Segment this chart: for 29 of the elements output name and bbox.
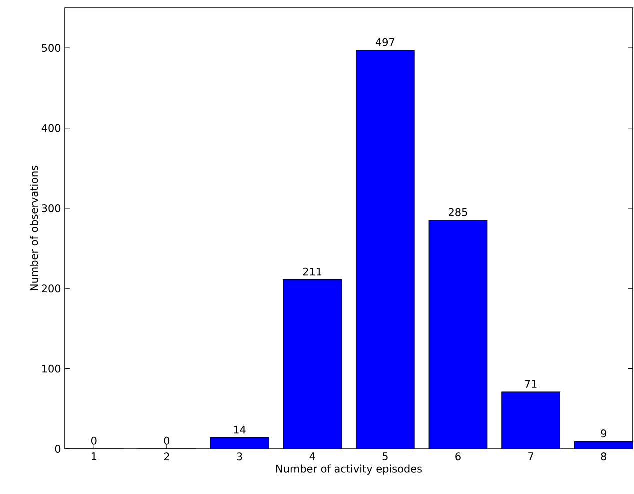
data-label: 285	[449, 208, 468, 216]
data-label: 14	[234, 426, 246, 434]
y-tick-label: 200	[42, 284, 61, 293]
x-tick-label: 7	[528, 452, 534, 460]
data-label: 9	[601, 430, 606, 438]
data-label: 0	[164, 436, 170, 445]
y-tick-label: 400	[42, 124, 61, 132]
data-label: 497	[376, 38, 394, 46]
bar	[429, 220, 488, 449]
bar	[283, 280, 342, 449]
x-axis-title: Number of activity episodes	[276, 464, 422, 475]
x-tick-label: 6	[456, 452, 461, 461]
y-tick-label: 100	[42, 364, 61, 373]
x-tick-label: 2	[164, 452, 170, 460]
x-tick-label: 3	[237, 452, 242, 461]
bar	[210, 438, 269, 449]
bar	[356, 50, 415, 449]
y-axis-title: Number of observations	[30, 166, 38, 290]
y-tick-label: 500	[42, 44, 61, 52]
x-tick-label: 8	[601, 452, 606, 461]
y-tick-label: 300	[42, 204, 61, 212]
data-label: 0	[91, 436, 97, 445]
data-label: 71	[525, 380, 537, 388]
x-tick-label: 4	[310, 452, 316, 460]
bar	[502, 392, 560, 449]
x-tick-label: 5	[382, 452, 388, 460]
x-tick-label: 1	[92, 452, 96, 460]
data-label: 211	[303, 268, 322, 276]
y-tick-label: 0	[55, 445, 61, 453]
